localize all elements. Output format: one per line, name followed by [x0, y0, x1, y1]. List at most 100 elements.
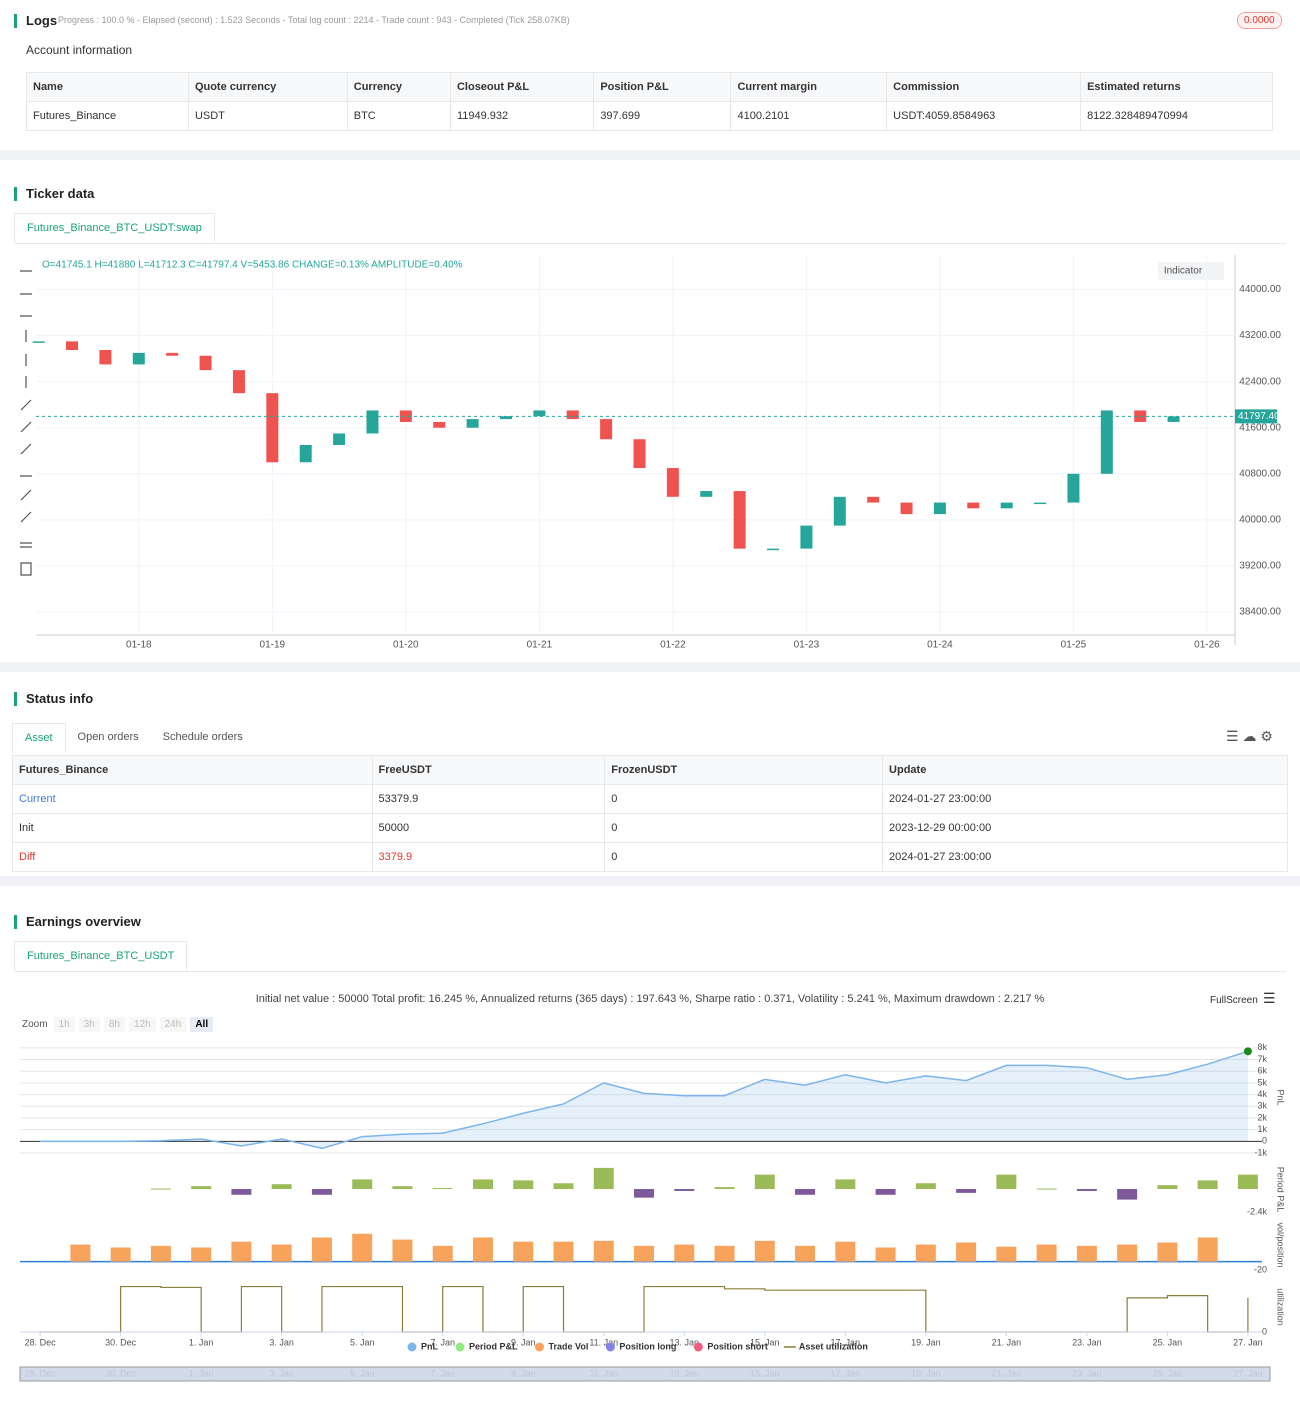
- legend-label[interactable]: Trade Vol: [549, 1341, 589, 1351]
- bar: [1117, 1189, 1138, 1200]
- header-cell: Update: [882, 755, 1288, 785]
- bar: [553, 1183, 574, 1190]
- bar: [191, 1247, 212, 1262]
- candle: [1000, 502, 1013, 509]
- section-title: Earnings overview: [14, 915, 141, 929]
- utilization-line: [40, 1285, 1249, 1333]
- legend-label[interactable]: Period P&L: [469, 1341, 518, 1351]
- subtitle: Account information: [26, 43, 133, 57]
- x-tick-label: 01-22: [660, 640, 686, 651]
- bar: [915, 1183, 936, 1190]
- bar: [110, 1247, 131, 1262]
- header-cell: Position P&L: [593, 72, 732, 102]
- y-tick-label: 41600.00: [1239, 422, 1281, 433]
- candle: [166, 352, 179, 356]
- zoom-button[interactable]: 8h: [103, 1017, 125, 1032]
- bar: [352, 1179, 373, 1190]
- tab[interactable]: Futures_Binance_BTC_USDT:swap: [14, 213, 215, 243]
- candle: [967, 502, 980, 509]
- legend-label[interactable]: Position short: [707, 1341, 768, 1351]
- x-tick-label: 01-26: [1194, 640, 1220, 651]
- candle: [499, 416, 512, 420]
- bar: [150, 1188, 171, 1190]
- tab[interactable]: Asset: [12, 723, 66, 753]
- x-tick-label: 21. Jan: [992, 1337, 1022, 1347]
- x-tick-label: 23. Jan: [1072, 1337, 1102, 1347]
- bar: [553, 1241, 574, 1262]
- pnl-line: [40, 1050, 1249, 1150]
- candle: [466, 419, 479, 428]
- zoom-button[interactable]: 1h: [53, 1017, 75, 1032]
- candle: [767, 548, 780, 551]
- indicator-label[interactable]: Indicator: [1164, 266, 1203, 277]
- table-cell: Current: [12, 784, 373, 814]
- tab[interactable]: Futures_Binance_BTC_USDT: [14, 941, 188, 971]
- menu-icon[interactable]: ☰: [1263, 990, 1276, 1006]
- x-tick-label: 1. Jan: [189, 1337, 214, 1347]
- fullscreen[interactable]: FullScreen: [1210, 995, 1258, 1006]
- candle: [199, 355, 212, 371]
- bar: [915, 1244, 936, 1262]
- header-cell: Quote currency: [187, 72, 348, 102]
- x-tick-label: 01-18: [126, 640, 152, 651]
- toolbar-icons[interactable]: ☰ ☁ ⚙: [1226, 728, 1273, 744]
- table-cell: BTC: [346, 101, 451, 131]
- table-cell: 8122.328489470994: [1080, 101, 1273, 131]
- table-cell: 2023-12-29 00:00:00: [882, 813, 1288, 843]
- candle: [333, 433, 346, 445]
- bar: [1197, 1180, 1218, 1190]
- bar: [795, 1189, 816, 1195]
- legend-label[interactable]: PnL: [421, 1341, 439, 1351]
- section-title: Logs: [14, 14, 57, 28]
- y-tick-label: 40800.00: [1239, 468, 1281, 479]
- header-cell: Futures_Binance: [12, 755, 373, 785]
- section-title: Status info: [14, 692, 93, 706]
- table-head: Futures_Binance FreeUSDT FrozenUSDT Update: [12, 755, 1288, 785]
- header-cell: Name: [26, 72, 189, 102]
- y-tick-label: 38400.00: [1239, 607, 1281, 618]
- header-cell: Current margin: [730, 72, 888, 102]
- table-row: Current 53379.9 0 2024-01-27 23:00:00: [12, 784, 1288, 814]
- bar: [1076, 1189, 1097, 1191]
- y-tick-label: 43200.00: [1239, 330, 1281, 341]
- table-cell: 4100.2101: [730, 101, 888, 131]
- indicator-button[interactable]: [1158, 262, 1224, 280]
- bar: [996, 1246, 1017, 1262]
- zoom-button[interactable]: 3h: [78, 1017, 100, 1032]
- x-tick-label: 01-24: [927, 640, 953, 651]
- x-tick-label: 01-20: [393, 640, 419, 651]
- candle: [32, 341, 45, 343]
- bar: [472, 1237, 493, 1262]
- bar: [1157, 1242, 1178, 1262]
- table-cell: 50000: [371, 813, 606, 843]
- tab[interactable]: Schedule orders: [162, 731, 243, 743]
- candle: [533, 410, 546, 417]
- zoom-button[interactable]: All: [190, 1017, 214, 1032]
- table-cell: 11949.932: [449, 101, 595, 131]
- table-cell: Init: [12, 813, 373, 843]
- y-tick-label: -1k: [1254, 1147, 1267, 1157]
- x-tick-label: 3. Jan: [269, 1337, 294, 1347]
- bar: [674, 1244, 695, 1262]
- candle: [66, 341, 79, 350]
- x-tick-label: 01-25: [1061, 640, 1087, 651]
- table-row: Init 50000 0 2023-12-29 00:00:00: [12, 813, 1288, 843]
- zoom-button[interactable]: 24h: [159, 1017, 187, 1032]
- separator: [0, 150, 1300, 160]
- toolbar: [20, 270, 32, 576]
- legend-swatch: [605, 1342, 615, 1352]
- status-table: Futures_Binance FreeUSDT FrozenUSDT Update C…: [12, 755, 1288, 872]
- legend-label[interactable]: Asset utilization: [799, 1341, 868, 1351]
- legend-label[interactable]: Position long: [619, 1341, 676, 1351]
- bar: [1117, 1244, 1138, 1262]
- zoom-button[interactable]: 12h: [128, 1017, 156, 1032]
- y-tick-label: 2k: [1257, 1112, 1267, 1122]
- navigator[interactable]: [19, 1366, 1271, 1382]
- y-tick-label: 0: [1262, 1136, 1267, 1146]
- candle: [566, 410, 579, 420]
- x-tick-label: 5. Jan: [350, 1337, 375, 1347]
- ticker-chart: Indicator 44000.00 43200.00 42400.00 41600.…: [20, 255, 1281, 651]
- candle: [99, 350, 112, 365]
- tab[interactable]: Open orders: [77, 731, 139, 743]
